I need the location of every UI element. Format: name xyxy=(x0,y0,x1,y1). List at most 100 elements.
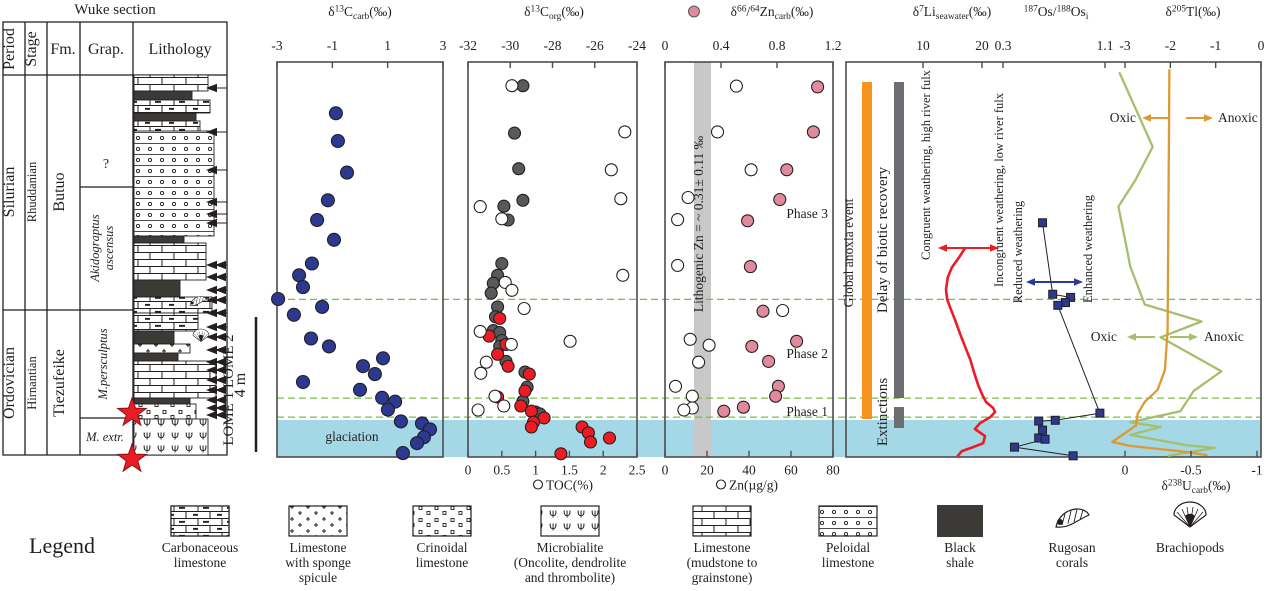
data-point xyxy=(479,355,493,369)
data-point xyxy=(514,399,528,413)
data-point xyxy=(303,331,319,346)
data-point xyxy=(677,403,691,417)
data-point xyxy=(292,268,307,283)
incongruent-weathering-label: Incongruent weathering, low river fulx xyxy=(992,92,1006,287)
data-point xyxy=(491,347,505,361)
data-point xyxy=(616,268,630,282)
data-point xyxy=(1066,292,1076,302)
data-point xyxy=(811,80,825,94)
lome-label: LOME 1 LOME 2 xyxy=(221,334,237,445)
series-delta13C-carb xyxy=(271,106,438,461)
tick-label: 0.4 xyxy=(713,38,730,53)
series-toc-open xyxy=(471,79,632,417)
data-point xyxy=(320,193,335,208)
data-point xyxy=(1038,425,1048,435)
lithology-unit-limestone xyxy=(133,242,207,281)
data-point xyxy=(1060,298,1070,308)
sample-arrow xyxy=(206,197,227,207)
legend: Legend Carbonaceous limestone Limestone … xyxy=(29,501,1224,585)
legend-label: with sponge xyxy=(285,555,351,570)
tick-label: -26 xyxy=(586,38,604,53)
data-point xyxy=(729,79,743,93)
data-point xyxy=(744,163,758,177)
global-anoxia-label: Global anoxia event xyxy=(841,198,856,307)
data-point xyxy=(668,379,683,393)
legend-label: Peloidal xyxy=(826,540,870,555)
data-point xyxy=(395,446,410,461)
grap-zone-extr: M. extr. xyxy=(85,430,124,444)
tl-anoxic-label: Anoxic xyxy=(1218,110,1258,125)
sample-arrow xyxy=(206,295,227,305)
tick-label: 3 xyxy=(440,38,447,53)
stratigraphic-column: Wuke section Period Stage Fm. Grap. Lith… xyxy=(1,2,258,473)
data-point xyxy=(790,334,804,348)
brachiopod-icon xyxy=(192,328,210,342)
lithology-unit-limestone xyxy=(133,360,217,399)
extinctions-label: Extinctions xyxy=(875,378,891,446)
stage-rhuddanian: Rhuddanian xyxy=(25,161,39,222)
u-anoxic-arrow xyxy=(1170,333,1198,341)
data-point xyxy=(604,163,618,177)
series-delta7Li-curve xyxy=(944,247,997,458)
arrowhead-icon xyxy=(1142,114,1151,122)
lithology-unit-black-shale xyxy=(133,330,175,345)
sample-arrow xyxy=(206,285,227,295)
data-point xyxy=(683,332,697,346)
data-point xyxy=(473,324,487,338)
legend-label: spicule xyxy=(299,570,337,585)
tick-label: 20 xyxy=(975,38,989,53)
legend-item-carbonaceous: Carbonaceous limestone xyxy=(162,505,238,570)
tick-label: 1 xyxy=(532,463,539,478)
delta7Li-curve-path xyxy=(944,247,997,458)
data-point xyxy=(375,390,390,405)
limestone-sponge-spicule-icon xyxy=(288,505,348,537)
delay-recovery-label: Delay of biotic recovery xyxy=(875,166,891,313)
data-point xyxy=(310,212,325,228)
tick-label: -30 xyxy=(501,38,519,53)
legend-label: Black xyxy=(944,540,976,555)
data-point xyxy=(618,125,632,139)
axis-title-c13carb: δ13Ccarb(‰) xyxy=(328,4,392,22)
data-point xyxy=(375,351,391,366)
data-point xyxy=(1040,434,1050,444)
grap-zone-ascensus: ascensus xyxy=(102,226,116,271)
tick-label: 1 xyxy=(384,38,391,53)
period-ordovician: Ordovician xyxy=(1,347,18,419)
sample-arrow xyxy=(206,332,227,342)
data-point xyxy=(286,307,301,322)
rugosan-corals-icon xyxy=(1055,508,1090,528)
data-point xyxy=(743,260,757,274)
brachiopods-icon xyxy=(1173,501,1207,528)
legend-label: Limestone xyxy=(290,540,347,555)
tl-oxic-arrow xyxy=(1142,114,1170,122)
arrowhead-icon xyxy=(1204,114,1213,122)
sample-arrow xyxy=(206,410,227,420)
lithology-unit-carbonaceous xyxy=(133,99,211,114)
axis-title-li: δ7Liseawater(‰) xyxy=(913,4,992,22)
data-point xyxy=(681,190,695,205)
lithology-unit-black-shale xyxy=(133,235,185,244)
scale-bar-label: 4 m xyxy=(232,372,249,397)
data-point xyxy=(583,435,598,449)
tl-anoxic-arrow xyxy=(1186,114,1213,122)
data-point xyxy=(295,280,311,295)
glaciation-band xyxy=(277,420,1261,457)
sample-arrow xyxy=(206,209,227,219)
legend-item-rugosan: Rugosan corals xyxy=(1048,508,1096,570)
tick-label: 0.3 xyxy=(995,38,1012,53)
data-point xyxy=(1038,218,1048,228)
grap-zone-unknown: ? xyxy=(103,157,109,172)
col-header-grap: Grap. xyxy=(88,41,124,58)
data-point xyxy=(497,399,511,413)
lithology-unit-black-shale xyxy=(133,397,191,405)
legend-label: (Oncolite, dendrolite xyxy=(514,555,626,570)
legend-label: Carbonaceous xyxy=(162,540,238,555)
data-point xyxy=(271,291,286,307)
series-delta66Zn-pink xyxy=(717,80,825,418)
data-point xyxy=(554,447,568,461)
data-point xyxy=(326,232,342,247)
stage-hirnantian: Hirnantian xyxy=(25,356,39,410)
data-point xyxy=(769,389,783,403)
data-point xyxy=(474,366,488,380)
